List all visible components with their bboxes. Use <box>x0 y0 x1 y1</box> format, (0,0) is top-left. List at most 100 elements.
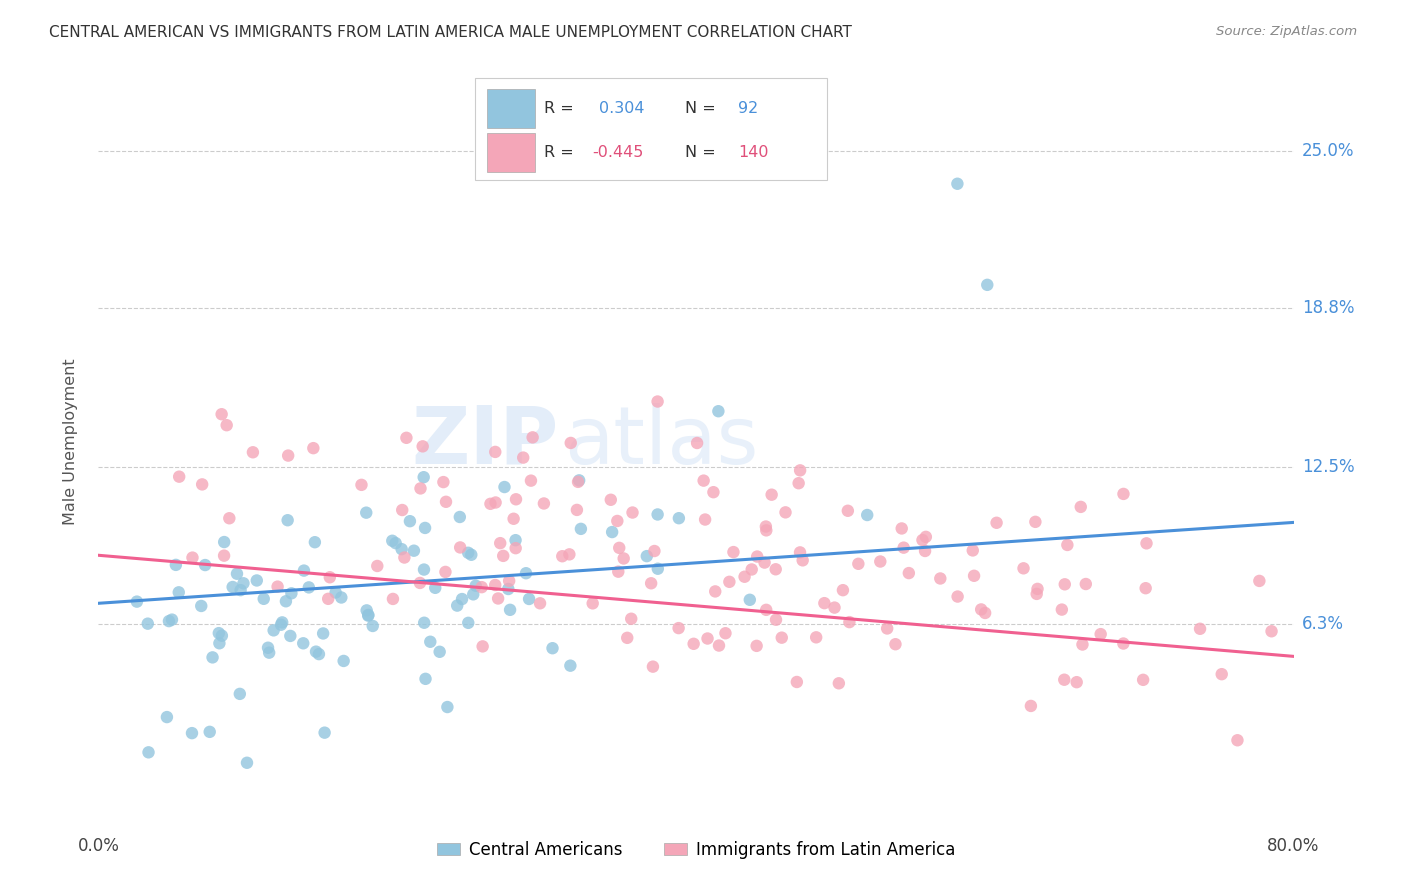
Point <box>789 545 811 559</box>
Point <box>292 636 315 650</box>
Point <box>464 579 486 593</box>
Point <box>1053 673 1076 687</box>
Point <box>412 470 434 484</box>
Point <box>1189 622 1212 636</box>
Point <box>832 583 855 598</box>
Point <box>312 626 335 640</box>
Point <box>946 177 969 191</box>
Point <box>1249 574 1271 588</box>
Point <box>208 636 231 650</box>
Text: -0.445: -0.445 <box>592 145 644 161</box>
Text: 140: 140 <box>738 145 768 161</box>
Text: Source: ZipAtlas.com: Source: ZipAtlas.com <box>1216 25 1357 38</box>
Point <box>277 513 299 527</box>
Point <box>869 555 891 569</box>
Point <box>218 511 240 525</box>
Point <box>558 547 581 561</box>
Point <box>1025 587 1047 601</box>
Point <box>606 514 628 528</box>
Point <box>747 549 769 564</box>
Point <box>409 482 432 496</box>
Point <box>1070 500 1092 514</box>
Point <box>236 756 259 770</box>
Point <box>489 536 512 550</box>
Point <box>436 700 458 714</box>
Point <box>963 569 986 583</box>
Point <box>165 558 187 572</box>
Point <box>976 277 998 292</box>
Point <box>160 613 183 627</box>
Point <box>460 548 482 562</box>
Point <box>319 570 342 584</box>
Text: 6.3%: 6.3% <box>1302 615 1344 632</box>
Point <box>560 436 582 450</box>
Point <box>695 512 717 526</box>
Point <box>325 585 347 599</box>
Point <box>565 503 588 517</box>
Point <box>381 591 404 606</box>
Point <box>643 544 665 558</box>
Point <box>253 591 276 606</box>
Point <box>837 504 859 518</box>
Point <box>314 725 336 739</box>
Point <box>789 463 811 477</box>
Point <box>1012 561 1035 575</box>
Point <box>208 626 231 640</box>
Point <box>1132 673 1154 687</box>
Point <box>434 565 457 579</box>
Point <box>607 541 630 555</box>
Point <box>201 650 224 665</box>
Point <box>893 541 915 555</box>
Point <box>198 724 221 739</box>
Point <box>419 634 441 648</box>
Point <box>257 646 280 660</box>
Point <box>298 581 321 595</box>
Point <box>280 586 302 600</box>
Point <box>600 524 623 539</box>
Point <box>194 558 217 572</box>
Point <box>229 583 252 598</box>
Point <box>215 418 238 433</box>
Point <box>682 637 704 651</box>
Point <box>274 594 297 608</box>
Point <box>512 450 534 465</box>
Point <box>366 558 388 573</box>
Point <box>413 615 436 630</box>
Point <box>157 614 180 628</box>
Point <box>647 394 669 409</box>
Point <box>723 545 745 559</box>
Text: atlas: atlas <box>565 402 759 481</box>
Point <box>181 550 204 565</box>
Point <box>412 439 434 453</box>
Point <box>1112 636 1135 650</box>
Point <box>560 658 582 673</box>
Point <box>292 564 315 578</box>
Point <box>308 647 330 661</box>
Point <box>755 524 778 538</box>
Point <box>1135 536 1157 550</box>
Point <box>1260 624 1282 639</box>
Point <box>714 626 737 640</box>
Y-axis label: Male Unemployment: Male Unemployment <box>63 359 77 524</box>
Point <box>394 550 416 565</box>
Point <box>332 654 354 668</box>
Point <box>167 585 190 599</box>
Point <box>692 474 714 488</box>
Point <box>384 536 406 550</box>
Point <box>356 603 378 617</box>
FancyBboxPatch shape <box>486 133 534 172</box>
Point <box>986 516 1008 530</box>
Point <box>520 474 543 488</box>
Point <box>522 430 544 444</box>
Point <box>755 519 778 533</box>
Point <box>505 492 527 507</box>
Point <box>494 480 516 494</box>
Point <box>357 607 380 622</box>
Point <box>391 542 413 557</box>
Point <box>413 563 436 577</box>
Text: R =: R = <box>544 145 579 161</box>
Point <box>402 543 425 558</box>
Text: ZIP: ZIP <box>412 402 558 481</box>
Point <box>765 613 787 627</box>
Text: N =: N = <box>685 145 721 161</box>
